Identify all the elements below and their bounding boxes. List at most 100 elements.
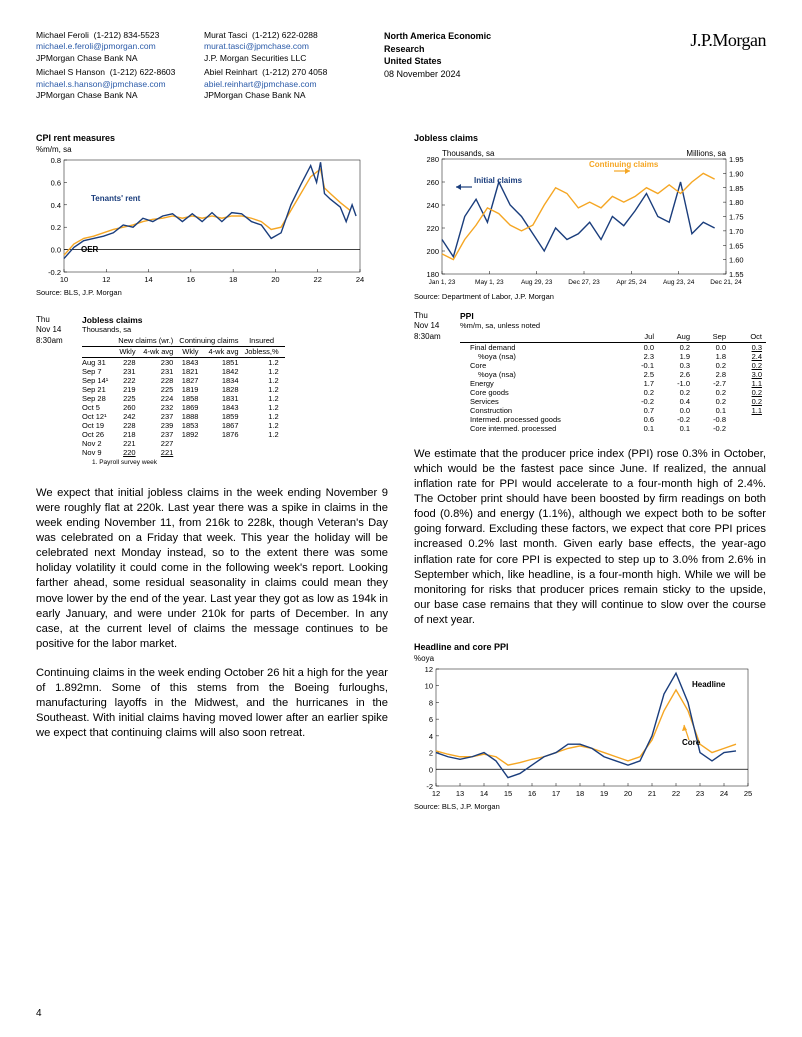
authors-col-2: Murat Tasci (1-212) 622-0288murat.tasci@… bbox=[204, 30, 364, 105]
ppi-chart-svg: -20246810121213141516171819202122232425H… bbox=[414, 665, 754, 800]
svg-text:8: 8 bbox=[429, 699, 433, 708]
left-column: CPI rent measures %m/m, sa -0.20.00.20.4… bbox=[36, 133, 388, 811]
svg-text:19: 19 bbox=[600, 789, 608, 798]
svg-text:22: 22 bbox=[672, 789, 680, 798]
ppi-table-content: PPI %m/m, sa, unless noted JulAugSepOctF… bbox=[460, 311, 766, 433]
svg-text:180: 180 bbox=[426, 270, 439, 279]
svg-text:16: 16 bbox=[528, 789, 536, 798]
svg-text:23: 23 bbox=[696, 789, 704, 798]
svg-text:OER: OER bbox=[81, 245, 99, 254]
research-region: United States bbox=[384, 55, 534, 68]
svg-text:0.2: 0.2 bbox=[51, 223, 61, 232]
authors-col-1: Michael Feroli (1-212) 834-5523michael.e… bbox=[36, 30, 204, 105]
cpi-chart-subtitle: %m/m, sa bbox=[36, 145, 388, 154]
svg-text:0.4: 0.4 bbox=[51, 201, 61, 210]
jobless-chart-source: Source: Department of Labor, J.P. Morgan bbox=[414, 292, 766, 301]
claims-subheading: Thousands, sa bbox=[82, 325, 388, 334]
svg-text:18: 18 bbox=[576, 789, 584, 798]
ppi-day: Thu bbox=[414, 311, 460, 321]
svg-text:10: 10 bbox=[425, 682, 433, 691]
claims-date: Nov 14 bbox=[36, 325, 82, 335]
ppi-heading: PPI bbox=[460, 311, 766, 321]
svg-text:Apr 25, 24: Apr 25, 24 bbox=[616, 279, 646, 286]
svg-text:0.8: 0.8 bbox=[51, 156, 61, 165]
ppi-table-block: Thu Nov 14 8:30am PPI %m/m, sa, unless n… bbox=[414, 311, 766, 433]
jobless-chart-title: Jobless claims bbox=[414, 133, 766, 143]
paragraph-3: We estimate that the producer price inde… bbox=[414, 447, 766, 628]
svg-text:14: 14 bbox=[480, 789, 488, 798]
svg-text:Core: Core bbox=[682, 738, 701, 747]
svg-text:0.0: 0.0 bbox=[51, 245, 61, 254]
svg-text:Tenants' rent: Tenants' rent bbox=[91, 194, 141, 203]
cpi-chart-title: CPI rent measures bbox=[36, 133, 388, 143]
research-date: 08 November 2024 bbox=[384, 68, 534, 81]
svg-text:1.90: 1.90 bbox=[729, 169, 744, 178]
svg-text:1.60: 1.60 bbox=[729, 255, 744, 264]
ppi-chart-title: Headline and core PPI bbox=[414, 642, 766, 652]
svg-text:1.75: 1.75 bbox=[729, 212, 744, 221]
svg-text:15: 15 bbox=[504, 789, 512, 798]
claims-table-block: Thu Nov 14 8:30am Jobless claims Thousan… bbox=[36, 315, 388, 466]
research-info: North America Economic Research United S… bbox=[364, 30, 534, 105]
svg-text:240: 240 bbox=[426, 201, 439, 210]
svg-text:22: 22 bbox=[314, 275, 322, 284]
ppi-table: JulAugSepOctFinal demand0.00.20.00.3%oya… bbox=[460, 332, 766, 433]
research-title: North America Economic Research bbox=[384, 30, 534, 55]
svg-text:10: 10 bbox=[60, 275, 68, 284]
svg-text:Aug 29, 23: Aug 29, 23 bbox=[521, 279, 553, 286]
svg-text:Continuing claims: Continuing claims bbox=[589, 160, 659, 169]
svg-text:1.65: 1.65 bbox=[729, 241, 744, 250]
svg-text:Millions, sa: Millions, sa bbox=[686, 149, 726, 158]
ppi-chart: Headline and core PPI %oya -202468101212… bbox=[414, 642, 766, 811]
cpi-chart-svg: -0.20.00.20.40.60.81012141618202224Tenan… bbox=[36, 156, 366, 286]
svg-text:24: 24 bbox=[356, 275, 364, 284]
svg-text:6: 6 bbox=[429, 715, 433, 724]
ppi-time: 8:30am bbox=[414, 332, 460, 342]
claims-day: Thu bbox=[36, 315, 82, 325]
svg-text:260: 260 bbox=[426, 178, 439, 187]
svg-text:Jan 1, 23: Jan 1, 23 bbox=[429, 279, 456, 286]
svg-text:200: 200 bbox=[426, 247, 439, 256]
svg-text:16: 16 bbox=[187, 275, 195, 284]
ppi-chart-source: Source: BLS, J.P. Morgan bbox=[414, 802, 766, 811]
svg-text:2: 2 bbox=[429, 749, 433, 758]
ppi-date: Nov 14 bbox=[414, 321, 460, 331]
svg-text:Aug 23, 24: Aug 23, 24 bbox=[663, 279, 695, 286]
claims-footnote: 1. Payroll survey week bbox=[82, 459, 388, 466]
svg-text:Dec 21, 24: Dec 21, 24 bbox=[710, 279, 742, 286]
right-column: Jobless claims 1802002202402602801.551.6… bbox=[414, 133, 766, 811]
svg-text:21: 21 bbox=[648, 789, 656, 798]
svg-text:Thousands, sa: Thousands, sa bbox=[442, 149, 495, 158]
svg-text:24: 24 bbox=[720, 789, 728, 798]
svg-text:12: 12 bbox=[432, 789, 440, 798]
svg-text:0.6: 0.6 bbox=[51, 178, 61, 187]
cpi-chart-source: Source: BLS, J.P. Morgan bbox=[36, 288, 388, 297]
svg-text:0: 0 bbox=[429, 765, 433, 774]
ppi-chart-subtitle: %oya bbox=[414, 654, 766, 663]
svg-text:25: 25 bbox=[744, 789, 752, 798]
svg-text:18: 18 bbox=[229, 275, 237, 284]
svg-text:1.80: 1.80 bbox=[729, 198, 744, 207]
svg-text:1.70: 1.70 bbox=[729, 227, 744, 236]
jobless-chart-svg: 1802002202402602801.551.601.651.701.751.… bbox=[414, 145, 754, 290]
svg-text:20: 20 bbox=[271, 275, 279, 284]
svg-text:Initial claims: Initial claims bbox=[474, 176, 523, 185]
paragraph-2: Continuing claims in the week ending Oct… bbox=[36, 666, 388, 742]
svg-text:May 1, 23: May 1, 23 bbox=[475, 279, 504, 286]
claims-table-content: Jobless claims Thousands, sa New claims … bbox=[82, 315, 388, 466]
ppi-table-date: Thu Nov 14 8:30am bbox=[414, 311, 460, 433]
ppi-subheading: %m/m, sa, unless noted bbox=[460, 321, 766, 330]
svg-text:12: 12 bbox=[102, 275, 110, 284]
claims-table: New claims (wr.)Continuing claimsInsured… bbox=[82, 336, 285, 457]
claims-heading: Jobless claims bbox=[82, 315, 388, 325]
page-header: Michael Feroli (1-212) 834-5523michael.e… bbox=[36, 30, 766, 105]
svg-text:17: 17 bbox=[552, 789, 560, 798]
claims-time: 8:30am bbox=[36, 336, 82, 346]
jobless-chart: Jobless claims 1802002202402602801.551.6… bbox=[414, 133, 766, 301]
svg-text:Headline: Headline bbox=[692, 680, 726, 689]
paragraph-1: We expect that initial jobless claims in… bbox=[36, 486, 388, 652]
svg-text:1.95: 1.95 bbox=[729, 155, 744, 164]
svg-text:12: 12 bbox=[425, 665, 433, 674]
svg-text:13: 13 bbox=[456, 789, 464, 798]
claims-table-date: Thu Nov 14 8:30am bbox=[36, 315, 82, 466]
